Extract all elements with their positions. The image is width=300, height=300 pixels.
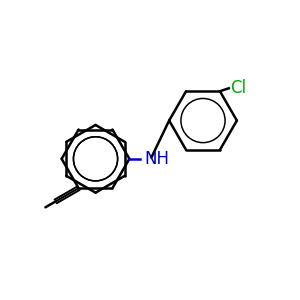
Text: Cl: Cl — [230, 79, 246, 97]
Text: NH: NH — [144, 150, 169, 168]
